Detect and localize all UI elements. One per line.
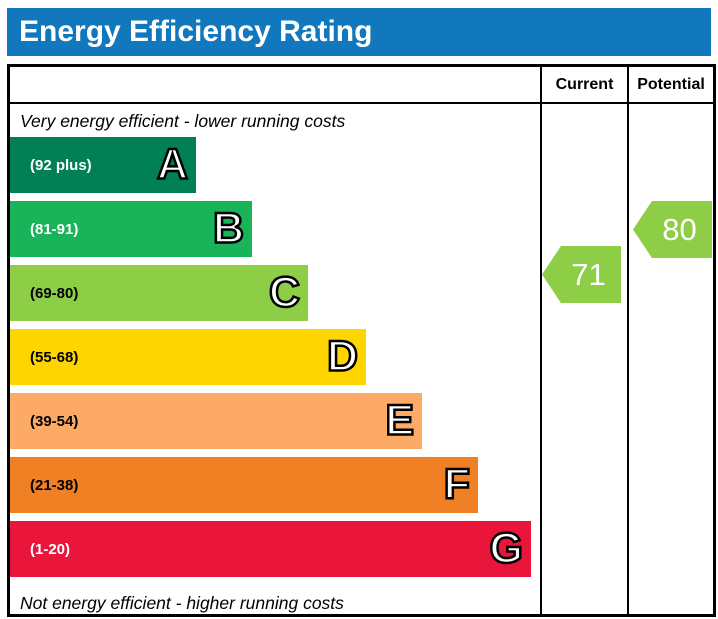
page-title: Energy Efficiency Rating xyxy=(19,15,373,48)
band-letter: G xyxy=(488,524,524,573)
band-row-g: (1-20) G xyxy=(10,521,540,577)
band-letter: E xyxy=(384,396,415,445)
band-bar-c: (69-80) C xyxy=(10,265,308,321)
potential-column: Potential 80 xyxy=(629,67,713,614)
bands-column-header xyxy=(10,67,540,104)
potential-rating-arrow: 80 xyxy=(633,201,712,258)
band-list: (92 plus) A (81-91) B (69-80) C (55-68) xyxy=(10,137,540,585)
band-bar-f: (21-38) F xyxy=(10,457,478,513)
potential-column-header: Potential xyxy=(629,67,713,104)
band-bar-e: (39-54) E xyxy=(10,393,422,449)
current-rating-arrow: 71 xyxy=(542,246,621,303)
band-bar-g: (1-20) G xyxy=(10,521,531,577)
band-range-label: (39-54) xyxy=(30,412,79,430)
band-bar-d: (55-68) D xyxy=(10,329,366,385)
current-rating-value: 71 xyxy=(571,256,606,292)
bands-column: Very energy efficient - lower running co… xyxy=(10,67,542,614)
band-range-label: (55-68) xyxy=(30,348,79,366)
band-row-e: (39-54) E xyxy=(10,393,540,449)
band-letter: B xyxy=(212,204,246,253)
band-range-label: (69-80) xyxy=(30,284,79,302)
band-range-label: (1-20) xyxy=(30,540,71,558)
band-bar-a: (92 plus) A xyxy=(10,137,196,193)
band-row-c: (69-80) C xyxy=(10,265,540,321)
band-letter: F xyxy=(442,460,471,509)
band-letter: D xyxy=(326,332,360,381)
current-column: Current 71 xyxy=(542,67,629,614)
title-bar: Energy Efficiency Rating xyxy=(7,8,711,56)
band-row-d: (55-68) D xyxy=(10,329,540,385)
bottom-note: Not energy efficient - higher running co… xyxy=(20,593,344,613)
energy-rating-chart: Very energy efficient - lower running co… xyxy=(7,64,716,617)
current-column-header: Current xyxy=(542,67,627,104)
band-range-label: (21-38) xyxy=(30,476,79,494)
band-row-a: (92 plus) A xyxy=(10,137,540,193)
band-letter: A xyxy=(156,140,190,189)
band-row-b: (81-91) B xyxy=(10,201,540,257)
band-bar-b: (81-91) B xyxy=(10,201,252,257)
band-letter: C xyxy=(268,268,302,317)
potential-rating-value: 80 xyxy=(662,211,697,247)
band-range-label: (92 plus) xyxy=(30,156,92,174)
band-row-f: (21-38) F xyxy=(10,457,540,513)
top-note: Very energy efficient - lower running co… xyxy=(20,111,346,131)
band-range-label: (81-91) xyxy=(30,220,79,238)
